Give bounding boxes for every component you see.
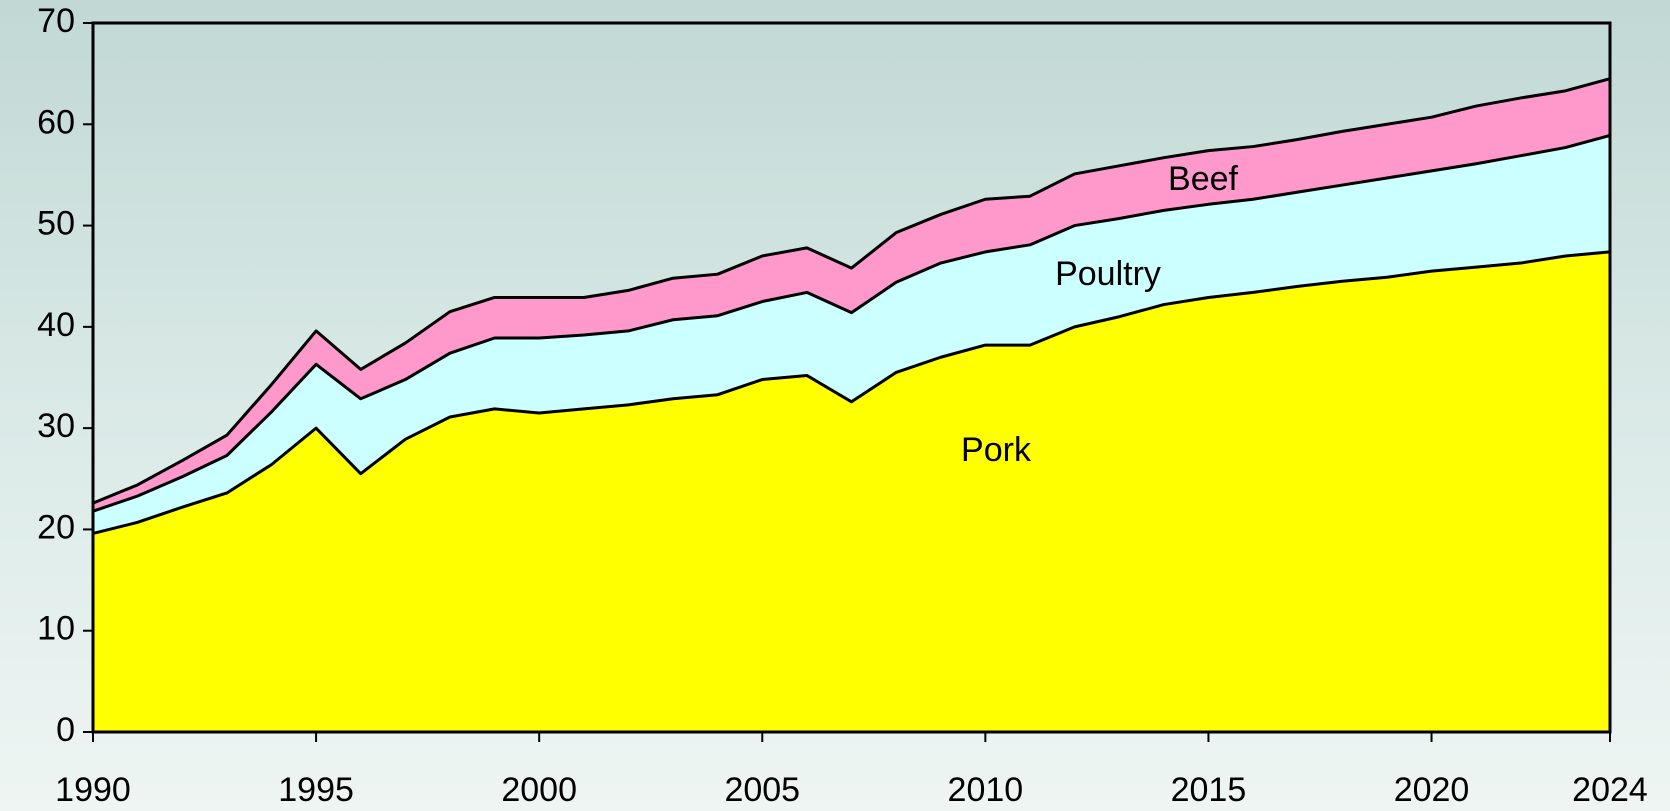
y-tick-label: 60 — [37, 103, 75, 141]
series-label: Poultry — [1055, 255, 1161, 293]
x-tick-label: 2015 — [1171, 771, 1247, 809]
series-line — [92, 77, 1611, 505]
y-tick-label: 30 — [37, 407, 75, 445]
series-label: Beef — [1168, 160, 1238, 198]
x-tick-label: 2005 — [724, 771, 800, 809]
y-tick-label: 50 — [37, 205, 75, 243]
series-line — [92, 250, 1611, 535]
x-tick-label: 2020 — [1394, 771, 1470, 809]
x-tick-label: 2024 — [1572, 771, 1648, 809]
series-line — [92, 133, 1611, 513]
y-tick-label: 40 — [37, 306, 75, 344]
y-tick-label: 0 — [56, 711, 75, 749]
x-tick-label: 2000 — [501, 771, 577, 809]
x-tick-label: 1990 — [55, 771, 131, 809]
area — [93, 78, 1610, 512]
y-tick-label: 70 — [37, 2, 75, 40]
plot-frame — [91, 21, 1612, 734]
area — [93, 135, 1610, 534]
x-tick-label: 2010 — [948, 771, 1024, 809]
series-label: Pork — [961, 431, 1032, 469]
x-tick-label: 1995 — [278, 771, 354, 809]
y-tick-label: 20 — [37, 508, 75, 546]
area — [93, 251, 1610, 733]
y-tick-label: 10 — [37, 610, 75, 648]
